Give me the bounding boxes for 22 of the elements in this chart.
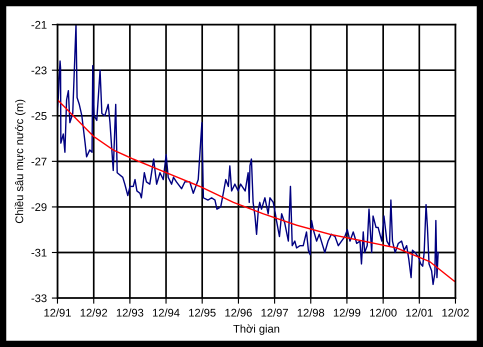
x-tick-label: 12/92 bbox=[80, 308, 108, 317]
y-tick-label: -21 bbox=[31, 20, 47, 29]
x-tick-label: 12/91 bbox=[44, 308, 71, 317]
x-tick-label: 12/96 bbox=[225, 308, 252, 317]
x-tick-label: 12/02 bbox=[442, 308, 469, 317]
line-series bbox=[57, 24, 439, 286]
x-tick-label: 12/93 bbox=[116, 308, 144, 317]
y-tick-label: -33 bbox=[31, 294, 47, 302]
y-axis-title: Chiều sâu mực nước (m) bbox=[14, 100, 26, 224]
x-tick-label: 12/94 bbox=[152, 308, 180, 317]
x-tick-label: 12/00 bbox=[370, 308, 397, 317]
y-tick-label: -25 bbox=[31, 112, 47, 120]
x-tick-label: 12/97 bbox=[262, 308, 288, 317]
y-tick-label: -23 bbox=[31, 66, 47, 74]
y-tick-label: -29 bbox=[31, 203, 47, 212]
x-tick-label: 12/98 bbox=[298, 308, 324, 317]
x-axis-title: Thời gian bbox=[233, 324, 280, 335]
y-tick-label: -31 bbox=[31, 248, 47, 257]
x-tick-label: 12/99 bbox=[334, 308, 360, 317]
x-tick-label: 12/95 bbox=[189, 308, 216, 317]
x-tick-label: 12/01 bbox=[406, 308, 433, 317]
y-tick-label: -27 bbox=[31, 158, 47, 166]
